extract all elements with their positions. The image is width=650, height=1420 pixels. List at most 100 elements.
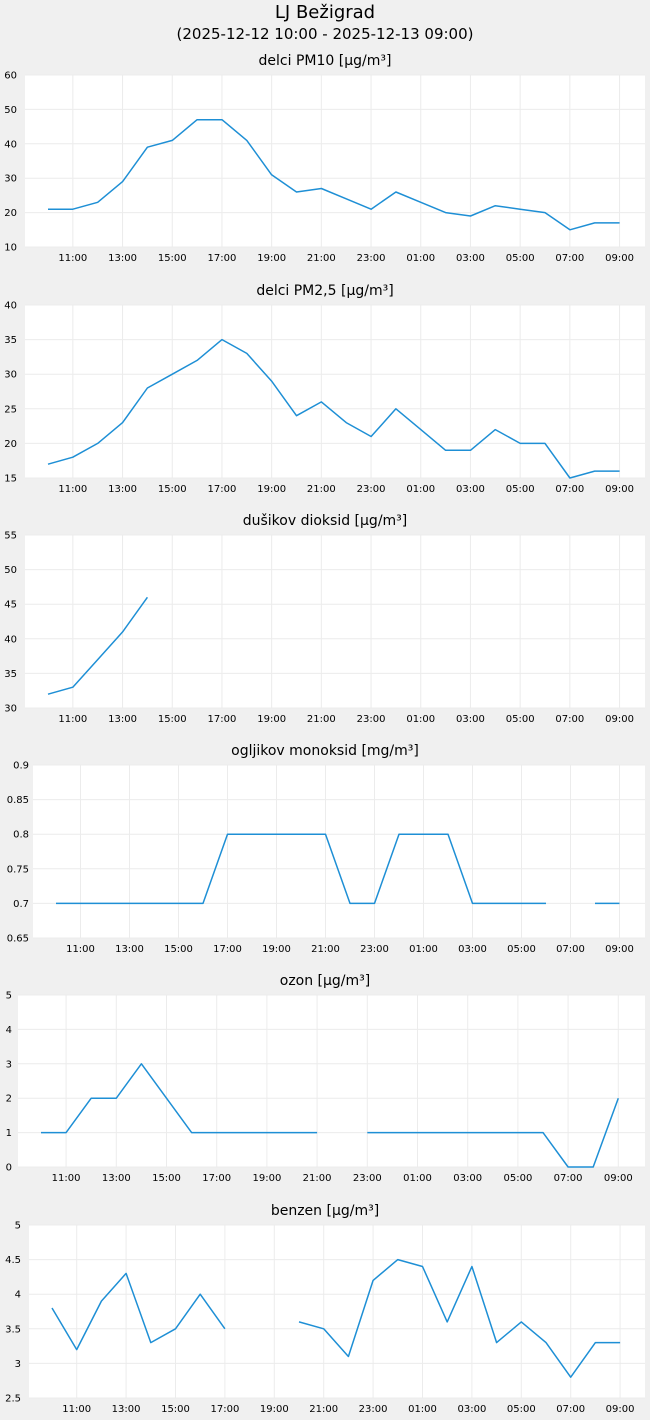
x-tick-label: 07:00 [555, 714, 584, 725]
x-tick-label: 01:00 [403, 1173, 432, 1184]
plot-background [33, 765, 645, 938]
y-tick-label: 50 [4, 565, 17, 576]
plot-background [25, 75, 645, 247]
y-tick-label: 15 [4, 474, 17, 485]
plot-background [25, 305, 645, 478]
x-tick-label: 01:00 [406, 253, 435, 264]
x-tick-label: 21:00 [307, 484, 336, 495]
chart-6: benzen [µg/m³] 2.5 3 3.5 4 4.5 5 11:00 13:00 15:0… [5, 1203, 645, 1415]
series-line [56, 833, 546, 905]
x-tick-label: 17:00 [210, 1404, 239, 1415]
y-tick-label: 50 [4, 105, 17, 116]
x-tick-label: 09:00 [604, 1173, 633, 1184]
period-subtitle: (2025-12-12 10:00 - 2025-12-13 09:00) [176, 25, 474, 43]
x-tick-label: 01:00 [409, 944, 438, 955]
x-tick-label: 03:00 [456, 484, 485, 495]
chart-title: dušikov dioksid [µg/m³] [243, 513, 408, 529]
chart-4: ogljikov monoksid [mg/m³] 0.65 0.7 0.75 0.8 0… [7, 743, 645, 955]
x-tick-label: 05:00 [503, 1173, 532, 1184]
x-tick-label: 01:00 [406, 484, 435, 495]
y-tick-label: 3 [6, 1059, 12, 1070]
x-tick-label: 17:00 [208, 714, 237, 725]
y-tick-label: 0.7 [13, 899, 29, 910]
series-line [48, 118, 620, 231]
chart-title: ozon [µg/m³] [280, 973, 371, 989]
y-tick-label: 40 [4, 139, 17, 150]
y-tick-label: 10 [4, 243, 17, 254]
y-tick-label: 3.5 [5, 1324, 21, 1335]
y-tick-label: 20 [4, 439, 17, 450]
x-tick-label: 09:00 [605, 253, 634, 264]
x-tick-label: 17:00 [202, 1173, 231, 1184]
x-tick-label: 15:00 [158, 253, 187, 264]
x-tick-label: 17:00 [213, 944, 242, 955]
series-line [298, 1258, 621, 1378]
x-tick-label: 15:00 [161, 1404, 190, 1415]
y-tick-label: 40 [4, 301, 17, 312]
chart-2: delci PM2,5 [µg/m³] 15 20 25 30 35 40 11:00 13:0… [4, 283, 645, 495]
x-tick-label: 15:00 [158, 714, 187, 725]
x-tick-label: 01:00 [406, 714, 435, 725]
x-tick-label: 03:00 [456, 253, 485, 264]
x-tick-label: 19:00 [257, 253, 286, 264]
y-tick-label: 4.5 [5, 1255, 21, 1266]
plot-background [18, 995, 645, 1167]
x-tick-label: 17:00 [208, 253, 237, 264]
station-title: LJ Bežigrad [274, 2, 376, 23]
y-tick-label: 55 [4, 531, 17, 542]
x-tick-label: 07:00 [556, 944, 585, 955]
series-line [51, 1272, 226, 1351]
y-tick-label: 30 [4, 370, 17, 381]
y-tick-label: 0.85 [7, 795, 29, 806]
y-tick-label: 30 [4, 174, 17, 185]
x-tick-label: 15:00 [164, 944, 193, 955]
x-tick-label: 13:00 [115, 944, 144, 955]
y-tick-label: 0.75 [7, 864, 29, 875]
x-tick-label: 23:00 [360, 944, 389, 955]
x-tick-label: 07:00 [555, 253, 584, 264]
x-tick-label: 05:00 [506, 714, 535, 725]
x-tick-label: 19:00 [260, 1404, 289, 1415]
x-tick-label: 19:00 [252, 1173, 281, 1184]
x-tick-label: 05:00 [507, 1404, 536, 1415]
x-tick-label: 05:00 [507, 944, 536, 955]
y-tick-label: 4 [15, 1290, 21, 1301]
x-tick-label: 13:00 [108, 484, 137, 495]
x-tick-label: 23:00 [357, 253, 386, 264]
x-tick-label: 23:00 [357, 714, 386, 725]
x-tick-label: 15:00 [158, 484, 187, 495]
y-tick-label: 4 [6, 1025, 12, 1036]
plot-background [25, 535, 645, 708]
x-tick-label: 23:00 [353, 1173, 382, 1184]
series-line [41, 1063, 318, 1134]
x-tick-label: 03:00 [456, 714, 485, 725]
y-tick-label: 30 [4, 704, 17, 715]
series-line [47, 338, 620, 479]
x-tick-label: 01:00 [408, 1404, 437, 1415]
x-tick-label: 19:00 [257, 714, 286, 725]
x-tick-label: 11:00 [66, 944, 95, 955]
y-tick-label: 0.9 [13, 761, 29, 772]
y-tick-label: 60 [4, 71, 17, 82]
x-tick-label: 11:00 [62, 1404, 91, 1415]
y-tick-label: 0 [6, 1163, 12, 1174]
chart-3: dušikov dioksid [µg/m³] 30 35 40 45 50 55 11:00… [4, 513, 645, 725]
x-tick-label: 05:00 [506, 253, 535, 264]
x-tick-label: 11:00 [58, 484, 87, 495]
y-tick-label: 0.8 [13, 830, 29, 841]
chart-title: delci PM2,5 [µg/m³] [256, 283, 393, 299]
x-tick-label: 21:00 [311, 944, 340, 955]
chart-title: ogljikov monoksid [mg/m³] [231, 743, 419, 759]
x-tick-label: 21:00 [309, 1404, 338, 1415]
y-tick-label: 20 [4, 208, 17, 219]
x-tick-label: 23:00 [359, 1404, 388, 1415]
x-tick-label: 19:00 [257, 484, 286, 495]
x-tick-label: 13:00 [108, 714, 137, 725]
y-tick-label: 0.65 [7, 934, 29, 945]
y-tick-label: 2 [6, 1094, 12, 1105]
x-tick-label: 21:00 [307, 714, 336, 725]
x-tick-label: 07:00 [555, 484, 584, 495]
x-tick-label: 11:00 [52, 1173, 81, 1184]
y-tick-label: 25 [4, 404, 17, 415]
